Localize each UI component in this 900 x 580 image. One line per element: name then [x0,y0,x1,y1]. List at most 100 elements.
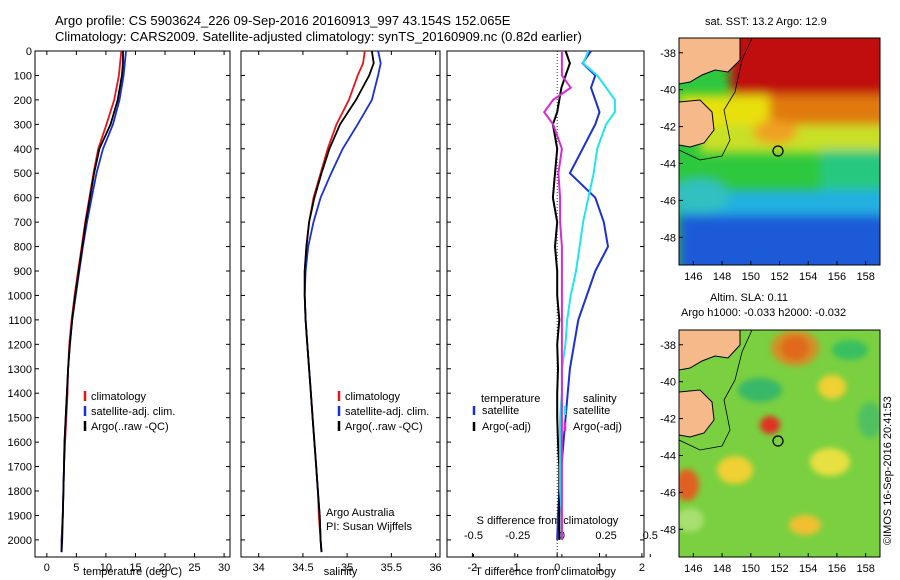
x-tick-label: 0 [44,562,50,574]
map-x-tick-label: 152 [770,563,788,575]
temp-legend: climatology satellite-adj. clim. Argo(..ra… [83,391,175,433]
legend-label: satellite [482,405,519,417]
temp-panel: 0100200300400500600700800900100011001200… [8,46,231,578]
x-tick-label: 15 [129,562,141,574]
sla-map-title: Altim. SLA: 0.11 [710,292,788,304]
timestamp-stamp: ©IMOS 16-Sep-2016 20:41:53 [882,396,894,545]
header-line-2: Climatology: CARS2009. Satellite-adjuste… [55,29,582,44]
legend-label: satellite [573,405,610,417]
y-tick-label: 1800 [8,486,32,498]
map-y-tick-label: -40 [660,85,676,97]
map-y-tick-label: -38 [660,340,676,352]
map-x-tick-label: 154 [799,271,817,283]
map-y-tick-label: -42 [660,414,676,426]
map-y-tick-label: -38 [660,48,676,60]
diff-panel: -2 -1 0 1 2 T difference from climatology -0.5… [446,50,658,578]
legend-label: temperature [481,393,540,405]
map-x-tick-label: 146 [684,563,702,575]
x-axis-label: T difference from climatology [475,566,616,578]
legend-label: satellite-adj. clim. [91,406,175,418]
map-x-tick-label: 158 [856,563,874,575]
y-tick-label: 100 [14,70,32,82]
y-tick-label: 1000 [8,290,32,302]
sla-map: Altim. SLA: 0.11 Argo h1000: -0.033 h200… [660,292,881,575]
tasmania-coast [679,99,715,148]
legend-label: salinity [583,393,617,405]
x-top-tick-label: 0.25 [595,530,616,542]
profile-panels: 0100200300400500600700800900100011001200… [8,46,658,578]
sal-panel-frame [240,50,441,558]
x-tick-label: 2 [639,562,645,574]
x-tick-label: 20 [159,562,171,574]
sst-float-marker [772,145,784,157]
map-y-tick-label: -42 [660,122,676,134]
x-axis-label: temperature (deg C) [83,566,182,578]
map-x-tick-label: 156 [828,271,846,283]
legend-label: Argo(-adj) [482,421,531,433]
sla-float-marker [772,435,784,447]
series-line-2 [303,50,375,553]
series-line-1 [551,50,571,540]
y-tick-label: 1300 [8,364,32,376]
sla-map-subtitle: Argo h1000: -0.033 h2000: -0.032 [681,307,846,319]
map-x-tick-label: 146 [684,271,702,283]
x-tick-label: 36 [429,562,441,574]
map-y-tick-label: -44 [660,158,676,170]
sal-panel: 34 34.5 35 35.5 36 salinity climatology satelli… [240,50,442,578]
sst-map-title: sat. SST: 13.2 Argo: 12.9 [705,16,827,28]
sal-legend: climatology satellite-adj. clim. Argo(..ra… [337,391,429,433]
x-tick-label: 34 [253,562,265,574]
legend-label: Argo(..raw -QC) [91,421,169,433]
map-y-tick-label: -44 [660,450,676,462]
x-top-tick-label: -0.25 [505,530,530,542]
x-tick-label: 5 [73,562,79,574]
legend-label: climatology [91,391,147,403]
map-x-tick-label: 152 [770,271,788,283]
mainland-coast [679,38,741,85]
sla-field [679,330,880,557]
x-tick-label: -1 [510,562,520,574]
map-x-tick-label: 148 [713,271,731,283]
shelf-contour [679,330,753,451]
map-x-tick-label: 156 [828,563,846,575]
x-tick-label: 35 [341,562,353,574]
legend-label: climatology [345,391,401,403]
x-top-tick-label: 0.5 [643,530,658,542]
y-tick-label: 1500 [8,413,32,425]
y-tick-label: 2000 [8,535,32,547]
sst-map: sat. SST: 13.2 Argo: 12.9 146 148 150 152 15… [660,16,881,283]
y-tick-label: 300 [14,119,32,131]
temp-panel-frame [34,50,231,558]
x-top-axis-label: S difference from climatology [477,515,619,527]
y-tick-label: 900 [14,266,32,278]
series-line-2 [559,50,616,540]
header-line-1: Argo profile: CS 5903624_226 09-Sep-2016… [55,13,511,28]
tasmania-coast [679,389,715,438]
y-tick-label: 1100 [8,315,32,327]
y-tick-label: 400 [14,144,32,156]
map-x-tick-label: 154 [799,563,817,575]
x-tick-label: 1 [596,562,602,574]
legend-label: Argo(..raw -QC) [345,421,423,433]
map-y-tick-label: -46 [660,195,676,207]
y-tick-label: 1700 [8,462,32,474]
map-x-tick-label: 148 [713,563,731,575]
series-line-0 [556,50,610,540]
x-axis-label: salinity [324,566,358,578]
map-y-tick-label: -48 [660,524,676,536]
credit-line-1: Argo Australia [326,507,395,519]
map-x-tick-label: 150 [742,271,760,283]
y-tick-label: 1600 [8,437,32,449]
y-tick-label: 600 [14,193,32,205]
legend-label: satellite-adj. clim. [345,406,429,418]
series-line-3 [542,51,573,540]
x-tick-label: 0 [554,562,560,574]
y-tick-label: 1900 [8,510,32,522]
series-line-2 [60,51,124,553]
y-tick-label: 700 [14,217,32,229]
x-tick-label: 34.5 [292,562,313,574]
diff-legend: temperature salinitysatelliteArgo(-adj)sa… [472,393,622,433]
x-tick-label: 35.5 [381,562,402,574]
y-tick-label: 1200 [8,339,32,351]
